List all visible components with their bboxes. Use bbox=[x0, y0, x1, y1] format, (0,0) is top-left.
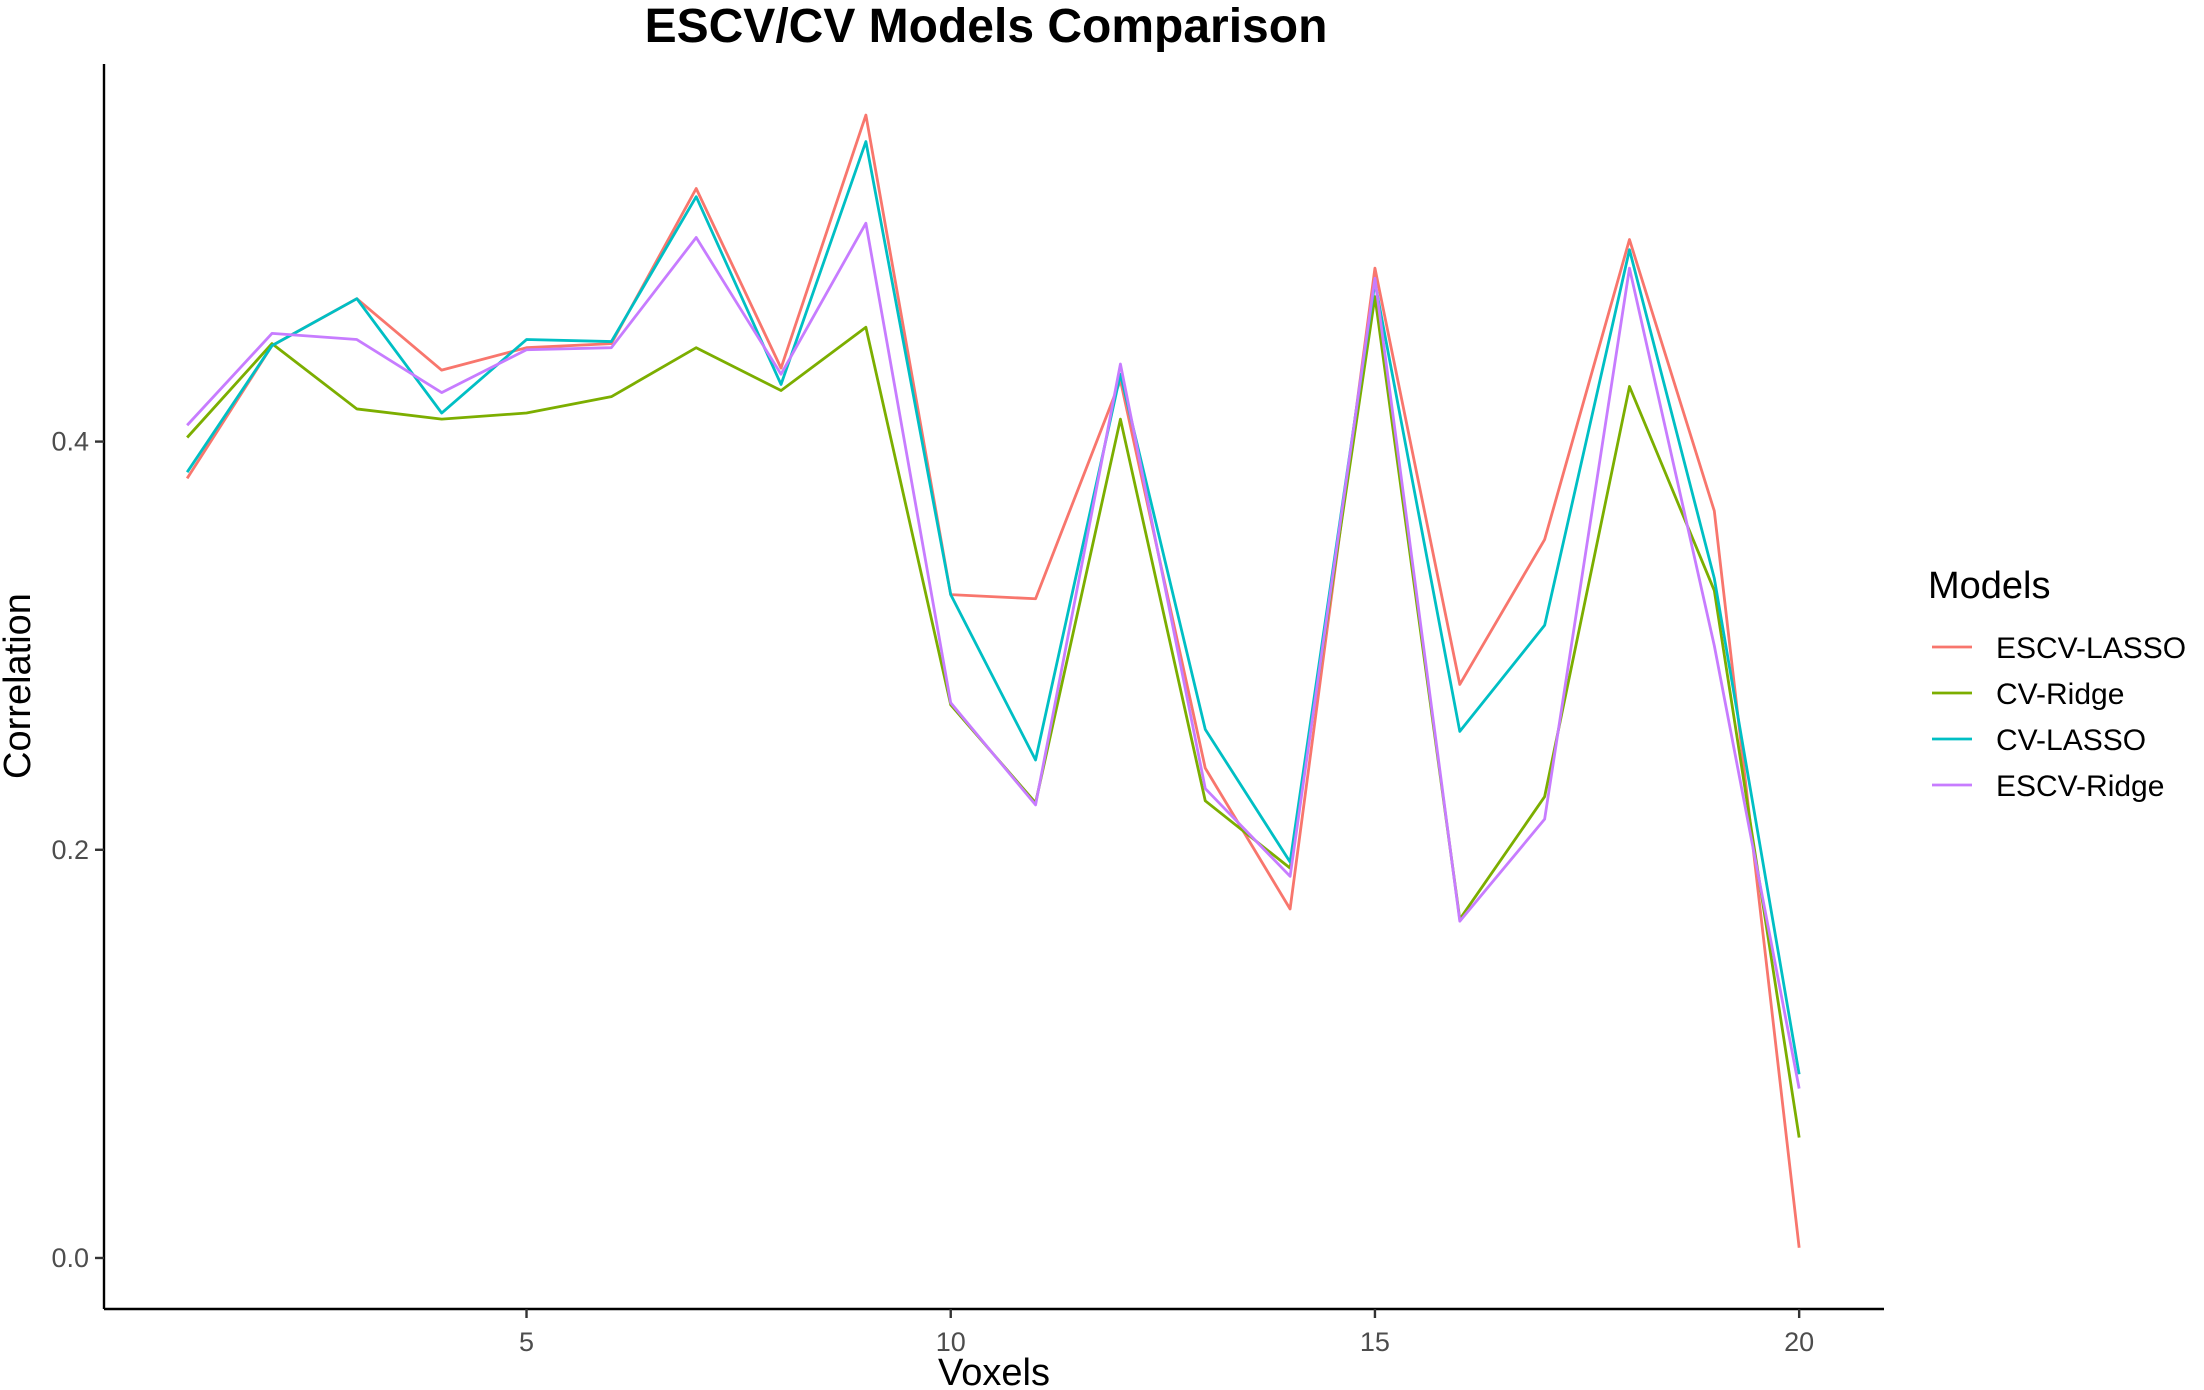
y-tick-label: 0.2 bbox=[51, 835, 89, 865]
x-tick-label: 15 bbox=[1360, 1327, 1390, 1357]
y-tick-label: 0.4 bbox=[51, 427, 89, 457]
plot-area: 5 10 15 20 0.0 0.2 0.4 bbox=[51, 64, 1884, 1357]
series-line-escv-ridge bbox=[186, 221, 1801, 1089]
series-line-cv-lasso bbox=[185, 140, 1801, 1075]
series-line-escv-lasso bbox=[185, 113, 1801, 1248]
legend-label-escv-ridge: ESCV-Ridge bbox=[1996, 770, 2164, 803]
legend-items: ESCV-LASSO CV-Ridge CV-LASSO ESCV-Ridge bbox=[1932, 632, 2186, 803]
series-group bbox=[185, 113, 1801, 1248]
x-tick-label: 10 bbox=[936, 1327, 966, 1357]
chart-title: ESCV/CV Models Comparison bbox=[645, 0, 1328, 53]
legend-label-cv-ridge: CV-Ridge bbox=[1996, 678, 2124, 711]
x-axis-title: Voxels bbox=[938, 1352, 1050, 1390]
legend-label-escv-lasso: ESCV-LASSO bbox=[1996, 632, 2186, 665]
legend: Models ESCV-LASSO CV-Ridge CV-LASSO ESCV-Ri… bbox=[1928, 565, 2186, 803]
x-tick-label: 5 bbox=[519, 1327, 534, 1357]
legend-title: Models bbox=[1928, 565, 2051, 607]
y-axis-title: Correlation bbox=[0, 593, 39, 779]
legend-label-cv-lasso: CV-LASSO bbox=[1996, 724, 2146, 757]
y-axis-ticks: 0.0 0.2 0.4 bbox=[51, 427, 104, 1273]
x-axis-ticks: 5 10 15 20 bbox=[519, 1309, 1814, 1357]
x-tick-label: 20 bbox=[1784, 1327, 1814, 1357]
y-tick-label: 0.0 bbox=[51, 1243, 89, 1273]
